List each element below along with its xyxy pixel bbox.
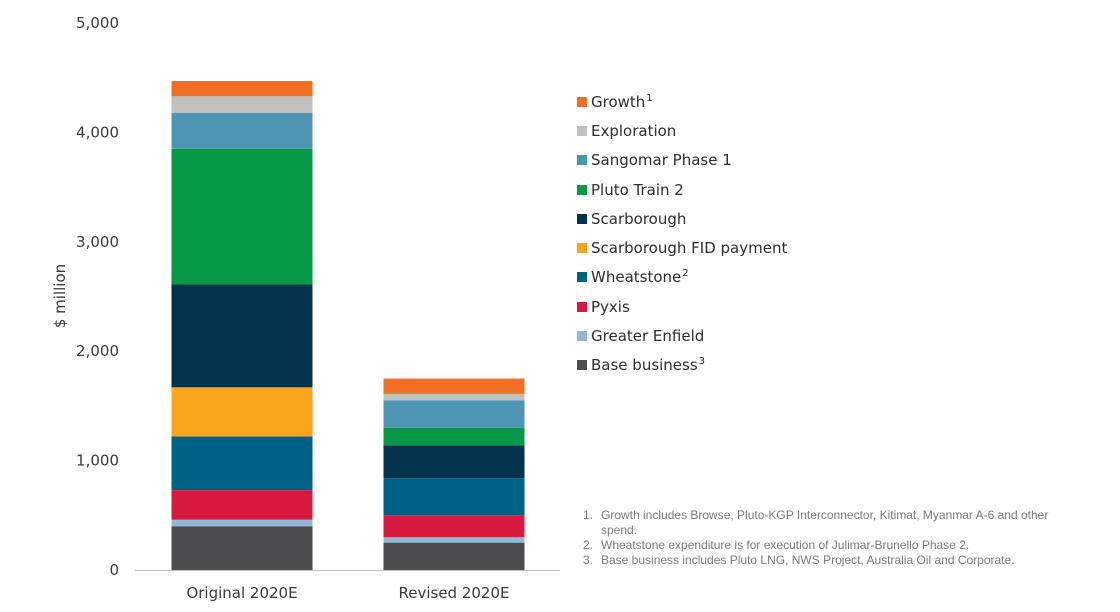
bar-segment (383, 427, 525, 446)
y-axis-title: $ million (51, 264, 69, 328)
bar-segment (383, 515, 525, 538)
y-tick-label: 3,000 (76, 233, 119, 251)
footnote-number: 2. (583, 538, 594, 552)
bar-segment (171, 519, 313, 527)
footnote-text: Base business includes Pluto LNG, NWS Pr… (601, 553, 1015, 567)
y-axis-ticks: 0 1,000 2,000 3,000 4,000 5,000 (76, 14, 119, 579)
legend-swatch (577, 184, 587, 195)
legend-item: Scarborough (577, 204, 897, 233)
legend-label: Exploration (591, 121, 677, 140)
legend-label: Growth1 (591, 92, 653, 111)
legend-label: Scarborough FID payment (591, 239, 788, 258)
footnote-text: Growth includes Browse, Pluto-KGP Interc… (601, 508, 1049, 537)
footnote-2: 2. Wheatstone expenditure is for executi… (583, 538, 1083, 553)
y-tick-label: 0 (109, 561, 119, 579)
bar-segment (383, 445, 525, 479)
legend-label: Scarborough (591, 209, 687, 228)
footnote-3: 3. Base business includes Pluto LNG, NWS… (583, 553, 1083, 568)
bar-segment (171, 526, 313, 570)
legend-label: Sangomar Phase 1 (591, 151, 732, 170)
x-axis-category-labels: Original 2020E Revised 2020E (186, 584, 509, 602)
legend-swatch (577, 213, 587, 224)
bar-segment (383, 378, 525, 394)
y-tick-label: 5,000 (76, 14, 119, 32)
legend: Growth1 Exploration Sangomar Phase 1 Pluto … (577, 87, 897, 380)
bar-segment (171, 490, 313, 520)
bar-segment (171, 80, 313, 97)
legend-item: Greater Enfield (577, 321, 897, 350)
legend-item: Wheatstone2 (577, 263, 897, 292)
legend-item: Pyxis (577, 292, 897, 321)
legend-swatch (577, 96, 587, 107)
legend-label: Pluto Train 2 (591, 180, 684, 199)
legend-label: Base business3 (591, 356, 706, 375)
legend-swatch (577, 360, 587, 371)
y-tick-label: 1,000 (76, 452, 119, 470)
legend-swatch (577, 272, 587, 283)
bar-segment (383, 393, 525, 401)
legend-footnote-marker: 2 (682, 268, 689, 280)
legend-label: Pyxis (591, 297, 630, 316)
legend-item: Scarborough FID payment (577, 233, 897, 262)
x-category-label: Original 2020E (186, 584, 297, 602)
footnote-text: Wheatstone expenditure is for execution … (601, 538, 970, 552)
legend-swatch (577, 155, 587, 166)
legend-item: Base business3 (577, 351, 897, 380)
legend-swatch (577, 331, 587, 342)
legend-item: Sangomar Phase 1 (577, 146, 897, 175)
footnote-number: 1. (583, 508, 594, 522)
footnotes: 1. Growth includes Browse, Pluto-KGP Int… (583, 508, 1083, 568)
bar-segment (171, 96, 313, 113)
legend-swatch (577, 125, 587, 136)
bar-segment (171, 148, 313, 285)
legend-item: Exploration (577, 116, 897, 145)
x-category-label: Revised 2020E (398, 584, 509, 602)
bar-segment (383, 542, 525, 570)
legend-footnote-marker: 3 (698, 356, 706, 368)
footnote-number: 3. (583, 553, 594, 567)
legend-swatch (577, 243, 587, 254)
legend-label: Greater Enfield (591, 327, 705, 346)
legend-label: Wheatstone2 (591, 268, 689, 287)
bar-segment (383, 400, 525, 428)
bar-segment (171, 112, 313, 149)
footnote-1: 1. Growth includes Browse, Pluto-KGP Int… (583, 508, 1083, 538)
y-tick-label: 2,000 (76, 342, 119, 360)
legend-footnote-marker: 1 (646, 92, 653, 104)
bar-segment (171, 284, 313, 388)
bars (171, 80, 525, 570)
bar-segment (383, 537, 525, 543)
bar-segment (171, 387, 313, 437)
y-tick-label: 4,000 (76, 123, 119, 141)
bar-segment (383, 478, 525, 516)
legend-item: Pluto Train 2 (577, 175, 897, 204)
legend-swatch (577, 301, 587, 312)
legend-item: Growth1 (577, 87, 897, 116)
bar-segment (171, 436, 313, 491)
